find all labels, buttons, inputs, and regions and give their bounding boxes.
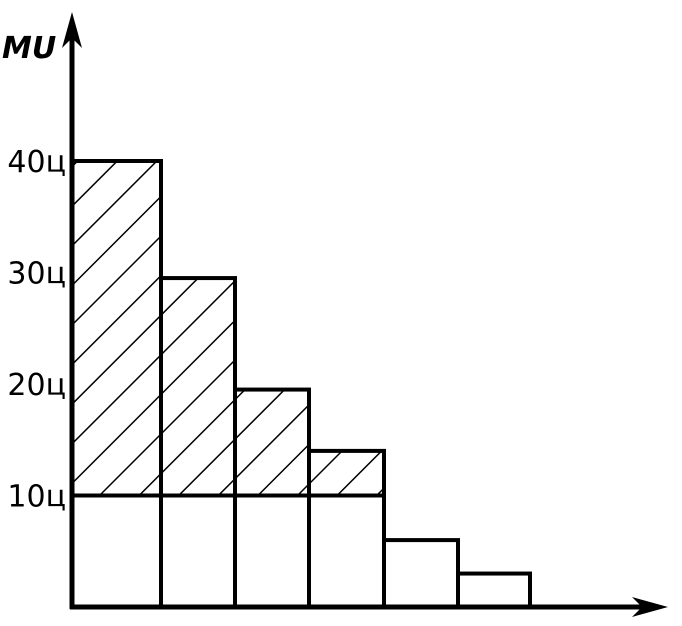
x-axis-arrow-icon xyxy=(632,597,668,617)
hatch-area-2 xyxy=(161,278,235,496)
bar-6 xyxy=(456,571,532,609)
y-axis-arrow-icon xyxy=(62,12,82,48)
hatch-area-1 xyxy=(72,161,161,496)
y-tick-label-30: 30ц xyxy=(7,257,66,292)
y-tick-label-40: 40ц xyxy=(7,145,66,180)
hatch-area-4 xyxy=(309,450,384,496)
y-tick-labels: 40ц 30ц 20ц 10ц xyxy=(7,145,66,515)
hatched-surplus-areas xyxy=(72,161,384,496)
y-axis-title: MU xyxy=(2,31,56,66)
y-tick-label-10: 10ц xyxy=(7,480,66,515)
bar-5 xyxy=(382,538,460,609)
y-tick-label-20: 20ц xyxy=(7,368,66,403)
axes xyxy=(62,12,668,617)
hatch-area-3 xyxy=(235,389,309,496)
